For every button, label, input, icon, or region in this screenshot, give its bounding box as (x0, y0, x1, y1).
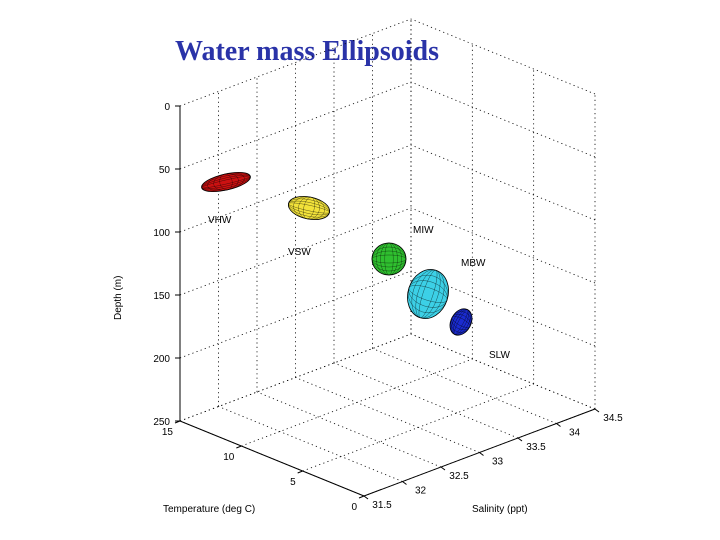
side-wall-gridline (410, 18, 596, 95)
ellipsoid-slw (449, 308, 473, 336)
ellipsoid-vsw (287, 195, 331, 221)
ellipsoid-mesh-line (201, 173, 251, 191)
ellipsoid-label-vsw: VSW (288, 247, 311, 258)
y-axis-label: Temperature (deg C) (163, 504, 255, 515)
ellipsoid-mesh-line (293, 196, 325, 220)
ellipsoid-label-miw: MIW (413, 225, 434, 236)
label-layer: VHW VSW MIW MBW SLW (208, 215, 510, 361)
ellipsoid-mesh-line (451, 308, 471, 336)
y-tick-label: 0 (351, 502, 357, 513)
back-wall-gridline (179, 270, 412, 359)
x-tick-label: 33.5 (526, 442, 546, 453)
x-tick-label: 33 (492, 457, 504, 468)
ellipsoid-mesh-line (207, 172, 245, 192)
floor-gridline (372, 348, 557, 424)
x-tick-label: 32.5 (449, 471, 469, 482)
x-tick-label: 31.5 (372, 500, 392, 511)
x-tick (479, 452, 484, 456)
z-tick-label: 100 (153, 228, 170, 239)
ellipsoid-mesh-line (411, 269, 445, 319)
z-tick-label: 200 (153, 354, 170, 365)
ellipsoid-body (371, 242, 407, 276)
x-tick (556, 423, 561, 427)
x-tick (402, 481, 407, 485)
x-tick-label: 34.5 (603, 413, 623, 424)
ellipsoid-body (449, 308, 473, 336)
y-axis-line (179, 420, 365, 497)
x-tick (517, 437, 523, 442)
floor-gridline (256, 391, 442, 468)
y-tick-label: 5 (290, 477, 296, 488)
x-tick (363, 495, 369, 500)
back-wall-gridline (179, 81, 412, 170)
ellipsoid-label-slw: SLW (489, 350, 510, 361)
ellipsoid-label-mbw: MBW (461, 258, 486, 269)
chart-title: Water mass Ellipsoids (175, 36, 439, 67)
ellipsoid-body (287, 195, 331, 221)
ellipsoid-mbw (407, 269, 449, 319)
ellipsoid-layer (201, 171, 473, 336)
ellipsoid-miw (371, 242, 407, 276)
ellipsoid-mesh-line (376, 242, 402, 276)
back-wall-gridline (179, 144, 412, 233)
ellipsoid-label-vhw: VHW (208, 215, 232, 226)
z-tick-label: 150 (153, 291, 170, 302)
y-tick (297, 470, 303, 474)
ellipsoid-vhw (201, 171, 251, 193)
side-wall-gridline (410, 81, 596, 158)
z-tick-label: 0 (164, 102, 170, 113)
x-tick (440, 466, 446, 471)
y-tick (358, 495, 365, 499)
z-axis-label: Depth (m) (113, 276, 124, 320)
y-tick (236, 445, 242, 449)
y-tick-label: 10 (223, 452, 235, 463)
back-wall-gridline (179, 18, 412, 107)
back-wall-gridline (179, 333, 412, 422)
back-wall-gridline (179, 207, 412, 296)
z-tick-label: 50 (159, 165, 171, 176)
x-axis-label: Salinity (ppt) (472, 504, 528, 515)
x-tick (594, 408, 600, 413)
y-tick-label: 15 (162, 427, 174, 438)
ellipsoid-mesh-line (450, 311, 472, 333)
floor-gridline (302, 383, 534, 472)
ellipsoid-mesh-line (288, 198, 330, 218)
x-tick-label: 34 (569, 428, 581, 439)
ellipsoid-mesh-line (407, 274, 449, 314)
x-tick-label: 32 (415, 486, 427, 497)
axis-layer: 31.53232.53333.53434.5051015050100150200… (153, 102, 623, 513)
side-wall-gridline (410, 144, 596, 221)
side-wall-gridline (410, 333, 596, 410)
ellipsoid-mesh-line (371, 246, 407, 272)
floor-gridline (241, 358, 473, 447)
z-tick-label: 250 (153, 417, 170, 428)
